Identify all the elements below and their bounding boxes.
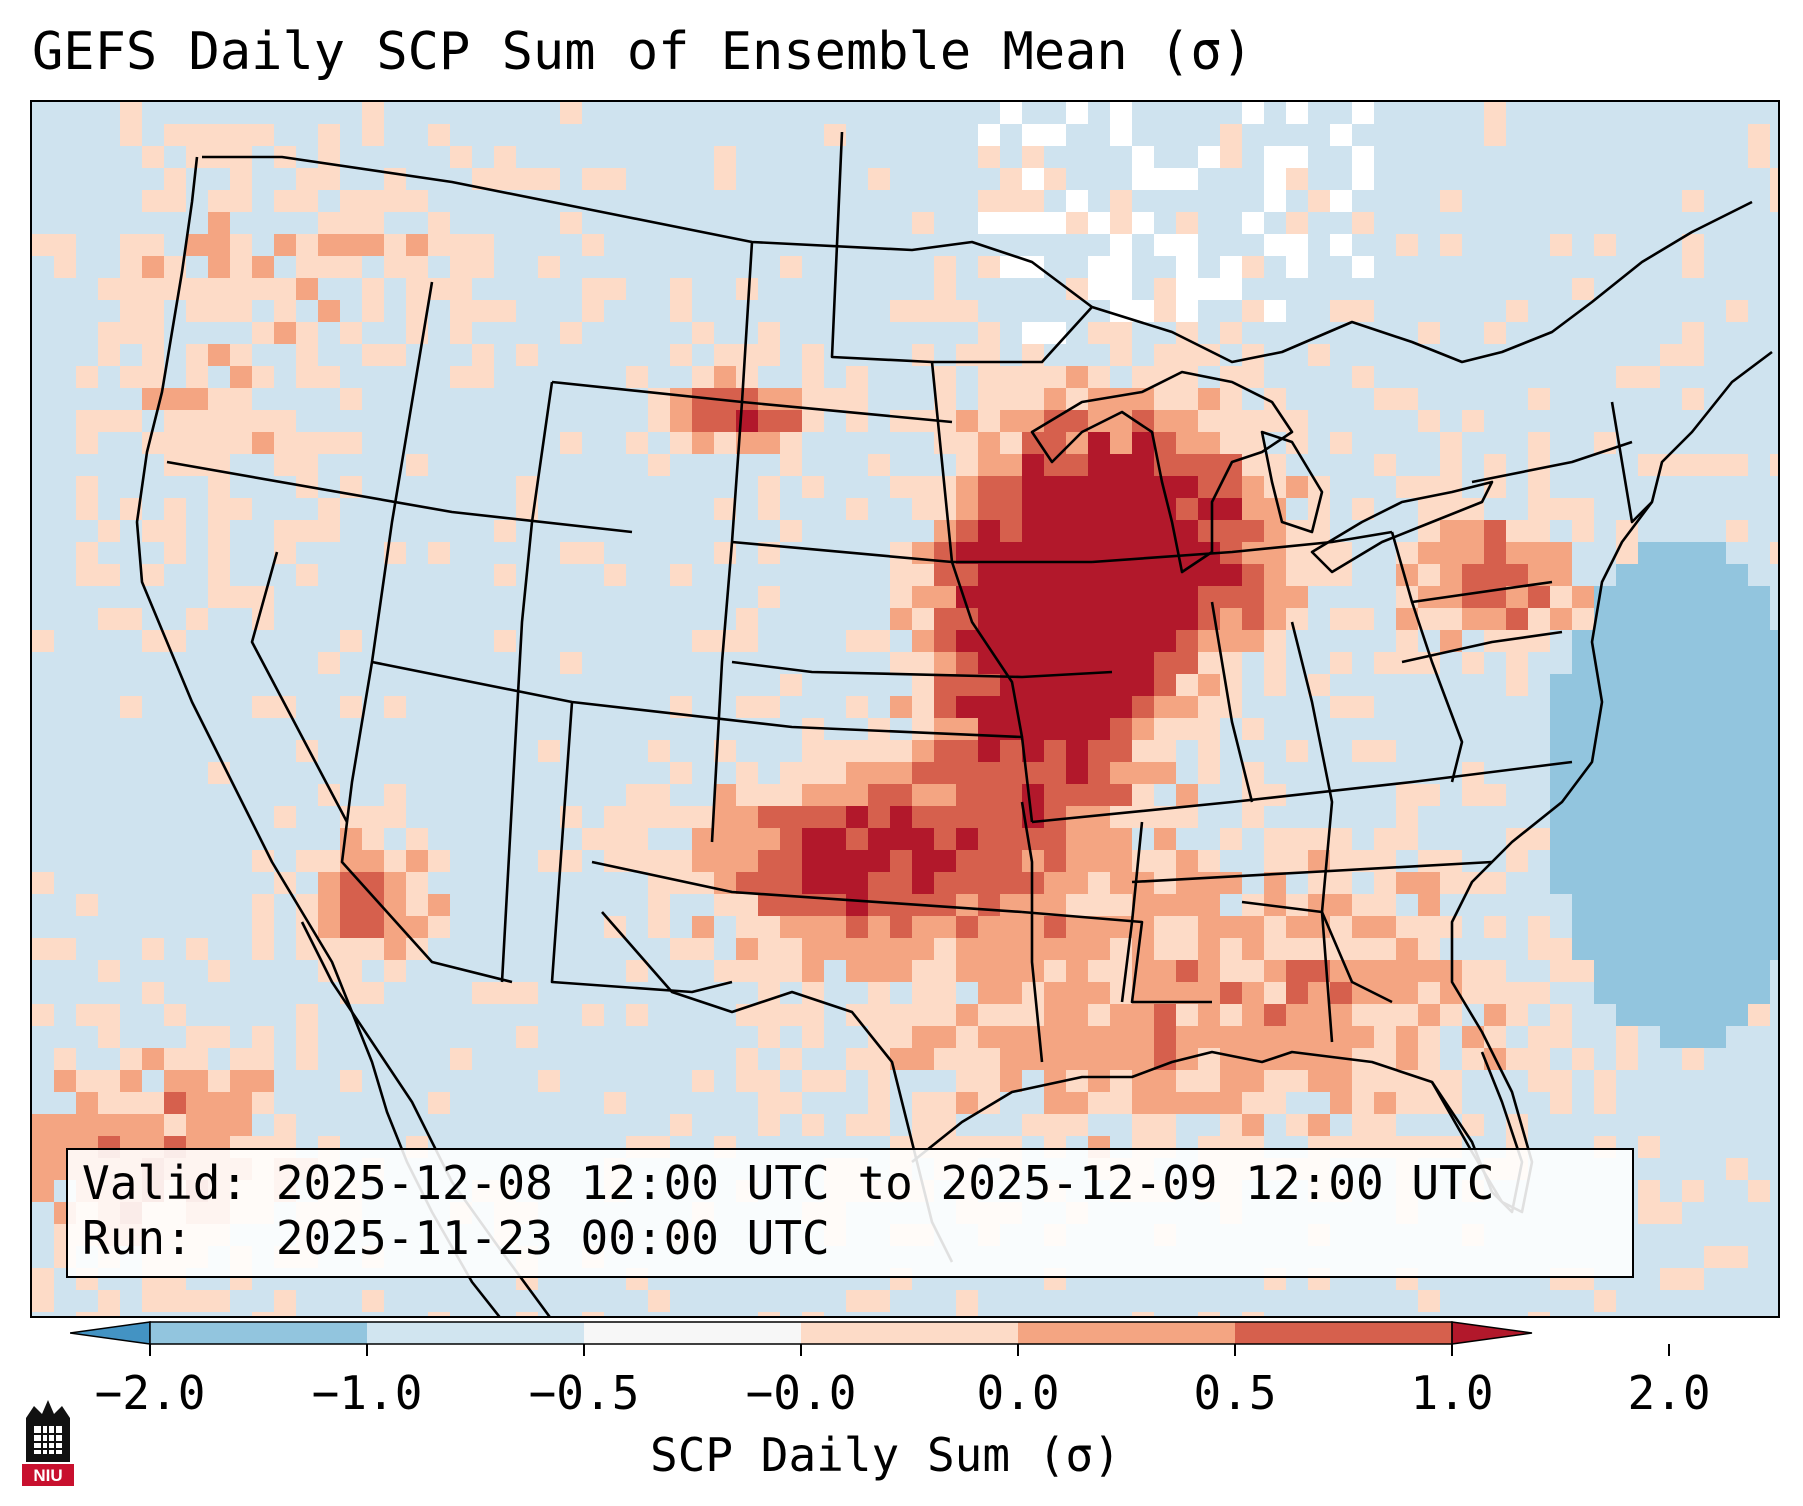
colorbar-extend-low (70, 1321, 151, 1345)
state-line (550, 701, 733, 994)
niu-logo: NIU (22, 1400, 74, 1486)
state-line (1471, 440, 1633, 484)
colorbar-tick-label: −0.0 (745, 1366, 857, 1420)
colorbar-segments (70, 1321, 1533, 1345)
great-lakes (1260, 430, 1324, 534)
colorbar (70, 1321, 1670, 1356)
map-title: GEFS Daily SCP Sum of Ensemble Mean (σ) (32, 22, 1253, 82)
field-cells (32, 102, 1778, 1316)
colorbar-tick-label: −2.0 (94, 1366, 206, 1420)
state-line (1290, 621, 1334, 1043)
state-line (1031, 760, 1573, 824)
colorbar-segment (150, 1322, 367, 1344)
state-line (930, 361, 1024, 738)
niu-logo-text: NIU (33, 1466, 62, 1485)
colorbar-segment (367, 1322, 584, 1344)
colorbar-label: SCP Daily Sum (σ) (650, 1428, 1121, 1482)
canada-border (202, 155, 1753, 364)
run-time-text: Run: 2025-11-23 00:00 UTC (82, 1211, 830, 1265)
colorbar-segment (1018, 1322, 1235, 1344)
colorbar-tick-label: 1.0 (1410, 1366, 1494, 1420)
state-line (551, 380, 953, 424)
valid-time-text: Valid: 2025-12-08 12:00 UTC to 2025-12-0… (82, 1156, 1495, 1210)
state-boundaries (135, 131, 1773, 1316)
state-line (1021, 910, 1212, 1004)
great-lakes (1030, 370, 1294, 574)
colorbar-tick-label: −1.0 (311, 1366, 423, 1420)
state-line (591, 860, 1023, 914)
state-line (500, 381, 554, 983)
colorbar-tick-label: −0.5 (528, 1366, 640, 1420)
colorbar-ticks (149, 1344, 1670, 1356)
state-line (731, 660, 1113, 679)
niu-logo-banner (22, 1464, 74, 1486)
scp-field-map (32, 102, 1778, 1316)
state-line (1401, 630, 1563, 664)
colorbar-segment (584, 1322, 801, 1344)
state-line (340, 281, 513, 984)
great-lakes (1310, 480, 1494, 574)
colorbar-tick-label: 0.0 (976, 1366, 1060, 1420)
state-line (1210, 601, 1254, 803)
state-line (1241, 900, 1393, 1004)
state-line (1091, 530, 1393, 564)
map-panel[interactable] (30, 100, 1780, 1318)
state-line (371, 660, 1034, 823)
state-line (1410, 601, 1464, 783)
west-coast (135, 156, 501, 1316)
gulf-coast-east (911, 350, 1773, 1214)
state-line (1131, 860, 1493, 884)
colorbar-extend-high (1451, 1321, 1533, 1345)
state-line (1390, 531, 1553, 604)
colorbar-segment (801, 1322, 1018, 1344)
colorbar-tick-label: 2.0 (1627, 1366, 1711, 1420)
state-line (250, 551, 349, 823)
valid-run-info-box: Valid: 2025-12-08 12:00 UTC to 2025-12-0… (66, 1148, 1634, 1278)
state-line (1610, 401, 1653, 524)
state-line (166, 460, 633, 534)
colorbar-segment (1235, 1322, 1452, 1344)
state-line (1120, 821, 1144, 1003)
colorbar-tick-label: 0.5 (1193, 1366, 1277, 1420)
